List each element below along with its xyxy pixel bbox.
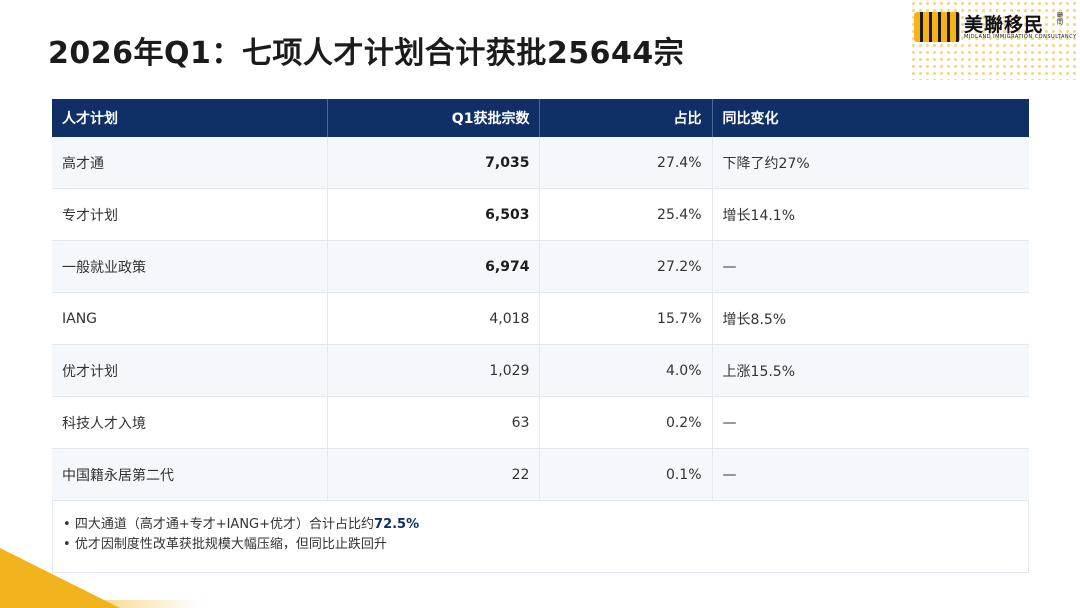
table-row: 高才通 7,035 27.4% 下降了约27% [52, 137, 1029, 189]
table-footnotes: • 四大通道（高才通+专才+IANG+优才）合计占比约72.5% • 优才因制度… [52, 501, 1029, 573]
page-title: 2026年Q1：七项人才计划合计获批25644宗 [48, 36, 685, 71]
cell-plan: 中国籍永居第二代 [52, 448, 329, 501]
cell-plan: 一般就业政策 [52, 240, 329, 293]
cell-count: 22 [327, 448, 541, 501]
footnote-item: • 四大通道（高才通+专才+IANG+优才）合计占比约72.5% [63, 515, 1018, 535]
logo-tag: 顧問 [1057, 12, 1064, 26]
cell-share: 25.4% [539, 188, 713, 241]
cell-change: — [712, 396, 1029, 449]
cell-plan: 高才通 [52, 137, 329, 189]
table-row: 一般就业政策 6,974 27.2% — [52, 240, 1029, 293]
column-header-count: Q1获批宗数 [327, 99, 541, 137]
table-row: IANG 4,018 15.7% 增长8.5% [52, 292, 1029, 345]
footnote-text: 优才因制度性改革获批规模大幅压缩，但同比止跌回升 [74, 537, 387, 552]
logo-name: 美聯移民 [964, 14, 1045, 36]
talent-scheme-table: 人才计划 Q1获批宗数 占比 同比变化 高才通 7,035 27.4% 下降了约… [52, 99, 1029, 501]
cell-share: 0.1% [539, 448, 713, 501]
cell-share: 27.2% [539, 240, 713, 293]
cell-change: — [712, 448, 1029, 501]
cell-count: 6,503 [327, 188, 541, 241]
cell-count: 6,974 [327, 240, 541, 293]
table-header-row: 人才计划 Q1获批宗数 占比 同比变化 [52, 99, 1029, 137]
column-header-plan: 人才计划 [52, 99, 329, 137]
cell-count: 7,035 [327, 137, 541, 189]
table-row: 优才计划 1,029 4.0% 上涨15.5% [52, 344, 1029, 397]
cell-change: 下降了约27% [712, 137, 1029, 189]
cell-change: 上涨15.5% [712, 344, 1029, 397]
table-row: 科技人才入境 63 0.2% — [52, 396, 1029, 449]
footnote-item: • 优才因制度性改革获批规模大幅压缩，但同比止跌回升 [63, 535, 1018, 555]
bullet-icon: • [63, 517, 75, 532]
cell-count: 63 [327, 396, 541, 449]
footnote-highlight: 72.5% [374, 517, 420, 532]
bullet-icon: • [63, 537, 75, 552]
cell-count: 1,029 [327, 344, 541, 397]
logo-subtitle: MIDLAND IMMIGRATION CONSULTANCY [964, 34, 1077, 40]
cell-count: 4,018 [327, 292, 541, 345]
cell-share: 27.4% [539, 137, 713, 189]
cell-plan: IANG [52, 292, 329, 345]
cell-change: 增长8.5% [712, 292, 1029, 345]
data-table-container: 人才计划 Q1获批宗数 占比 同比变化 高才通 7,035 27.4% 下降了约… [52, 99, 1029, 573]
corner-stripe-decoration [0, 600, 200, 608]
column-header-share: 占比 [539, 99, 713, 137]
cell-share: 4.0% [539, 344, 713, 397]
column-header-change: 同比变化 [712, 99, 1029, 137]
footnote-text: 四大通道（高才通+专才+IANG+优才）合计占比约 [74, 517, 375, 532]
cell-share: 0.2% [539, 396, 713, 449]
logo-mark-icon [914, 12, 960, 42]
cell-plan: 专才计划 [52, 188, 329, 241]
cell-plan: 优才计划 [52, 344, 329, 397]
table-row: 专才计划 6,503 25.4% 增长14.1% [52, 188, 1029, 241]
brand-logo: 美聯移民 MIDLAND IMMIGRATION CONSULTANCY 顧問 [914, 10, 1076, 46]
cell-plan: 科技人才入境 [52, 396, 329, 449]
cell-change: — [712, 240, 1029, 293]
cell-change: 增长14.1% [712, 188, 1029, 241]
cell-share: 15.7% [539, 292, 713, 345]
table-row: 中国籍永居第二代 22 0.1% — [52, 448, 1029, 501]
